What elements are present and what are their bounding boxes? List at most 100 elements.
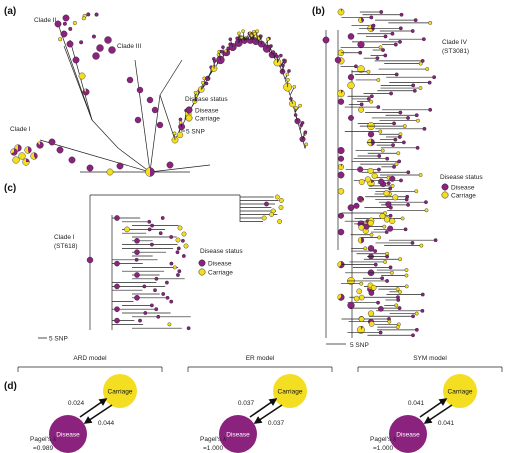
tip-node [271,50,276,54]
tip-node [255,29,260,34]
tip-node [402,124,407,129]
tip-node [91,34,96,39]
tip-node [147,227,152,232]
tip-node [378,129,383,134]
pagel-lambda-value: =1.000 [203,445,223,452]
legend-b-carriage-swatch [441,191,449,199]
ancestral-state-node [347,74,355,81]
tip-node [72,20,77,25]
tip-node [366,69,371,74]
model-diagram: ARD model Carriage Disease 0.024 0.044 Pagel'… [17,355,163,453]
tip-node [258,34,263,38]
ancestral-state-node [387,225,394,232]
ancestral-state-node [134,249,140,255]
tip-node [406,202,410,207]
tip-node [375,56,380,61]
rate-to-disease: 0.044 [98,420,115,427]
tip-node [193,90,198,95]
ancestral-state-node [356,288,363,295]
ancestral-state-node [176,131,184,139]
ancestral-state-node [30,152,38,160]
ancestral-state-node [337,188,345,195]
tip-node [388,265,393,270]
pagel-lambda-label: Pagel's λ [30,436,57,443]
ancestral-state-node [385,201,392,208]
ancestral-state-node [389,175,396,182]
tip-node [410,241,415,245]
tip-node [412,88,417,93]
tip-node [398,39,402,44]
legend-disease-label: Disease [195,108,219,115]
ancestral-state-node [337,98,345,105]
ancestral-state-node [378,306,384,312]
tip-node [285,72,290,77]
ancestral-state-node [367,310,375,317]
ancestral-state-node [108,46,116,54]
tip-node [201,80,205,85]
tip-node [383,260,387,264]
tip-node [79,40,84,45]
tip-node [395,325,400,330]
legend-disease-swatch [185,106,193,114]
tip-node [397,306,402,311]
tip-node [354,64,358,69]
tree-branch [69,39,93,121]
ancestral-state-node [371,172,378,179]
ancestral-state-node [357,237,365,244]
tip-node [404,268,409,272]
root-node [86,256,94,264]
ancestral-state-node [368,290,375,296]
tip-node [385,254,389,259]
tip-node [384,230,389,234]
tip-node [359,102,364,107]
pagel-lambda-label: Pagel's λ [370,436,397,443]
tip-node [388,213,393,218]
tip-node [158,231,163,236]
tip-node [160,216,165,220]
tip-node [212,59,217,63]
tip-node [181,231,187,237]
ancestral-state-node [347,204,355,211]
legend-c-carriage-swatch [198,268,206,276]
ancestral-state-node [379,213,386,220]
tip-node [413,18,418,23]
ancestral-state-node [48,138,56,146]
tip-node [278,205,284,210]
tip-node [411,314,415,319]
tip-node [180,238,185,243]
tip-node [175,237,181,243]
tip-node [228,37,233,42]
ancestral-state-node [347,81,355,89]
ancestral-state-node [337,293,345,301]
tip-node [385,279,389,283]
panel-b: (b) Clade IV (ST3081) Disease status Dis… [312,6,483,349]
tip-node [420,59,425,63]
tip-node [153,288,157,293]
tip-node [433,238,438,243]
tip-node [411,83,416,88]
tip-node [369,15,374,20]
disease-state-label: Disease [396,432,420,439]
arrow-to-disease [253,404,283,424]
tip-node [298,103,302,108]
tip-node [386,181,391,186]
ancestral-state-node [114,215,120,221]
tip-node [164,280,169,285]
tip-node [274,194,280,200]
ancestral-state-node [370,284,377,291]
scale-label-c: 5 SNP [49,336,68,343]
carriage-state-node [103,374,137,408]
tip-node [406,170,411,175]
tip-node [183,243,189,249]
tip-node [156,314,161,319]
arrow-to-disease [423,404,453,424]
ancestral-state-node [114,260,120,267]
tip-node [406,116,410,120]
tip-node [397,159,402,164]
ancestral-state-node [54,20,62,28]
ancestral-state-node [338,212,344,219]
ancestral-state-node [337,228,345,236]
ancestral-state-node [22,158,30,166]
tip-node [150,242,154,247]
tip-node [432,75,437,80]
